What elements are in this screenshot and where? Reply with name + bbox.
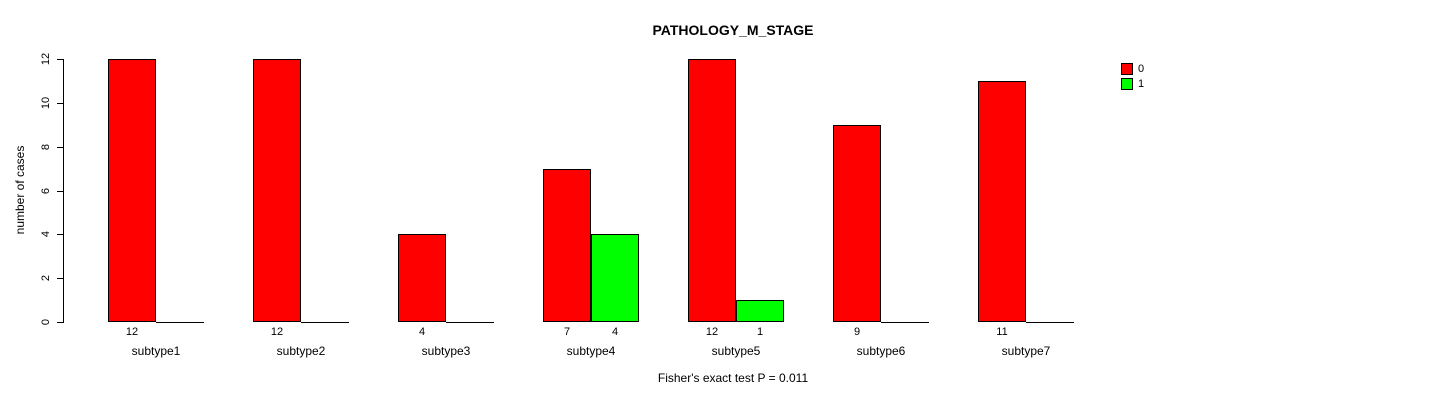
bar-count-label: 4: [418, 326, 426, 338]
legend-item: 0: [1121, 62, 1144, 76]
zero-bar-subtype3-series1: [446, 322, 494, 323]
y-tick-label: 4: [40, 230, 52, 238]
zero-bar-subtype6-series1: [881, 322, 929, 323]
y-axis-line: [63, 59, 64, 323]
bar-count-label: 12: [705, 326, 719, 338]
category-label: subtype1: [131, 344, 181, 358]
bar-subtype2-series0: [253, 59, 301, 322]
bar-count-label: 12: [270, 326, 284, 338]
y-tick-mark: [57, 147, 63, 148]
category-label: subtype6: [856, 344, 906, 358]
bar-count-label: 12: [125, 326, 139, 338]
zero-bar-subtype7-series1: [1026, 322, 1074, 323]
y-tick-label: 0: [40, 318, 52, 326]
y-tick-label: 2: [40, 274, 52, 282]
bar-count-label: 4: [611, 326, 619, 338]
chart-title: PATHOLOGY_M_STAGE: [652, 22, 814, 38]
y-tick-label: 10: [40, 96, 52, 110]
legend-item: 1: [1121, 77, 1144, 91]
bar-count-label: 11: [996, 326, 1008, 338]
legend-swatch-green: [1121, 78, 1133, 90]
bar-subtype5-series0: [688, 59, 736, 322]
y-tick-label: 12: [40, 52, 52, 66]
y-tick-label: 6: [40, 187, 52, 195]
y-axis-label: number of cases: [13, 145, 27, 235]
bar-subtype7-series0: [978, 81, 1026, 322]
bar-subtype6-series0: [833, 125, 881, 322]
legend-label: 0: [1138, 63, 1145, 75]
category-label: subtype3: [421, 344, 471, 358]
bar-subtype4-series1: [591, 234, 639, 322]
legend: 0 1: [1121, 62, 1144, 92]
category-label: subtype7: [1001, 344, 1051, 358]
category-label: subtype4: [566, 344, 616, 358]
y-tick-mark: [57, 103, 63, 104]
category-label: subtype5: [711, 344, 761, 358]
legend-swatch-red: [1121, 63, 1133, 75]
bar-subtype1-series0: [108, 59, 156, 322]
y-tick-mark: [57, 278, 63, 279]
legend-label: 1: [1138, 78, 1145, 90]
y-tick-mark: [57, 191, 63, 192]
y-tick-mark: [57, 322, 63, 323]
bar-subtype5-series1: [736, 300, 784, 322]
zero-bar-subtype2-series1: [301, 322, 349, 323]
bar-subtype3-series0: [398, 234, 446, 322]
bar-count-label: 9: [853, 326, 861, 338]
bar-count-label: 1: [756, 326, 764, 338]
y-tick-mark: [57, 234, 63, 235]
y-tick-label: 8: [40, 143, 52, 151]
y-tick-mark: [57, 59, 63, 60]
zero-bar-subtype1-series1: [156, 322, 204, 323]
bar-count-label: 7: [563, 326, 571, 338]
fisher-test-caption: Fisher's exact test P = 0.011: [657, 371, 809, 385]
category-label: subtype2: [276, 344, 326, 358]
bar-subtype4-series0: [543, 169, 591, 322]
